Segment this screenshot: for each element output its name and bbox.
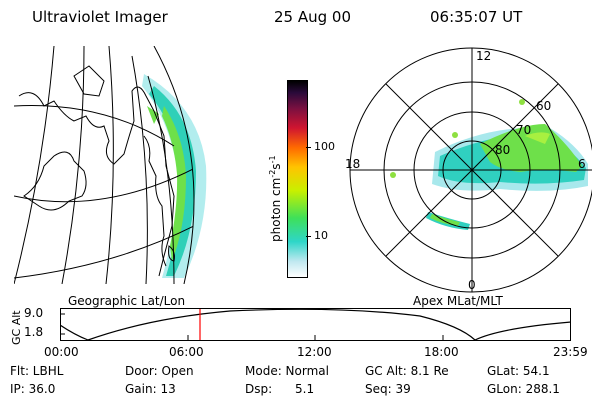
dsp-value: 5.1 bbox=[295, 382, 315, 396]
colorbar-label-exp2: -1 bbox=[268, 155, 277, 164]
altitude-ytick: 1.8 bbox=[24, 325, 44, 339]
geo-longitude: GLon: 288.1 bbox=[487, 382, 560, 396]
instrument-title: Ultraviolet Imager bbox=[32, 8, 168, 26]
mlat-label-70: 70 bbox=[516, 123, 531, 137]
geo-latitude: GLat: 54.1 bbox=[487, 364, 550, 378]
colorbar-label-exp1: -2 bbox=[268, 169, 277, 178]
altitude-xtick: 18:00 bbox=[424, 345, 459, 359]
polar-aurora bbox=[390, 99, 588, 230]
altitude-xtick: 00:00 bbox=[44, 345, 79, 359]
mode-value: Mode: Normal bbox=[245, 364, 329, 378]
dsp-label: Dsp: bbox=[245, 382, 273, 396]
time-label: 06:35:07 UT bbox=[430, 8, 523, 26]
mlt-label-12: 12 bbox=[476, 49, 491, 63]
colorbar-label-unit: photon cm bbox=[269, 177, 283, 242]
earth-limb bbox=[153, 46, 195, 284]
geographic-map bbox=[14, 46, 207, 284]
colorbar-tick-label: 100 bbox=[314, 140, 335, 153]
altitude-xtick: 12:00 bbox=[297, 345, 332, 359]
sequence-number: Seq: 39 bbox=[365, 382, 411, 396]
mlt-label-6: 6 bbox=[578, 157, 586, 171]
flight-filter: Flt: LBHL bbox=[10, 364, 64, 378]
ip-value: IP: 36.0 bbox=[10, 382, 56, 396]
mlat-label-60: 60 bbox=[536, 99, 551, 113]
gc-altitude: GC Alt: 8.1 Re bbox=[365, 364, 449, 378]
gain-value: Gain: 13 bbox=[125, 382, 176, 396]
colorbar bbox=[287, 80, 308, 278]
colorbar-label-mid: s bbox=[269, 163, 283, 170]
colorbar-label: photon cm-2s-1 bbox=[268, 155, 283, 242]
date-label: 25 Aug 00 bbox=[274, 8, 351, 26]
altitude-curve bbox=[60, 308, 572, 341]
geographic-caption: Geographic Lat/Lon bbox=[68, 294, 186, 308]
mlt-label-18: 18 bbox=[345, 157, 360, 171]
altitude-xtick: 06:00 bbox=[169, 345, 204, 359]
altitude-plot bbox=[60, 308, 572, 341]
mlat-label-80: 80 bbox=[495, 143, 510, 157]
altitude-ytick: 9.0 bbox=[24, 306, 44, 320]
colorbar-tick-10 bbox=[306, 236, 311, 237]
colorbar-tick-100 bbox=[306, 147, 311, 148]
colorbar-tick-label: 10 bbox=[314, 229, 328, 242]
door-status: Door: Open bbox=[125, 364, 194, 378]
altitude-xtick: 23:59 bbox=[553, 345, 588, 359]
polar-plot: 12 18 6 0 60 70 80 bbox=[345, 47, 592, 293]
polar-caption: Apex MLat/MLT bbox=[413, 294, 503, 308]
altitude-axis-label: GC Alt bbox=[10, 310, 23, 345]
aurora-emission bbox=[142, 74, 207, 278]
mlt-label-0: 0 bbox=[468, 278, 476, 292]
